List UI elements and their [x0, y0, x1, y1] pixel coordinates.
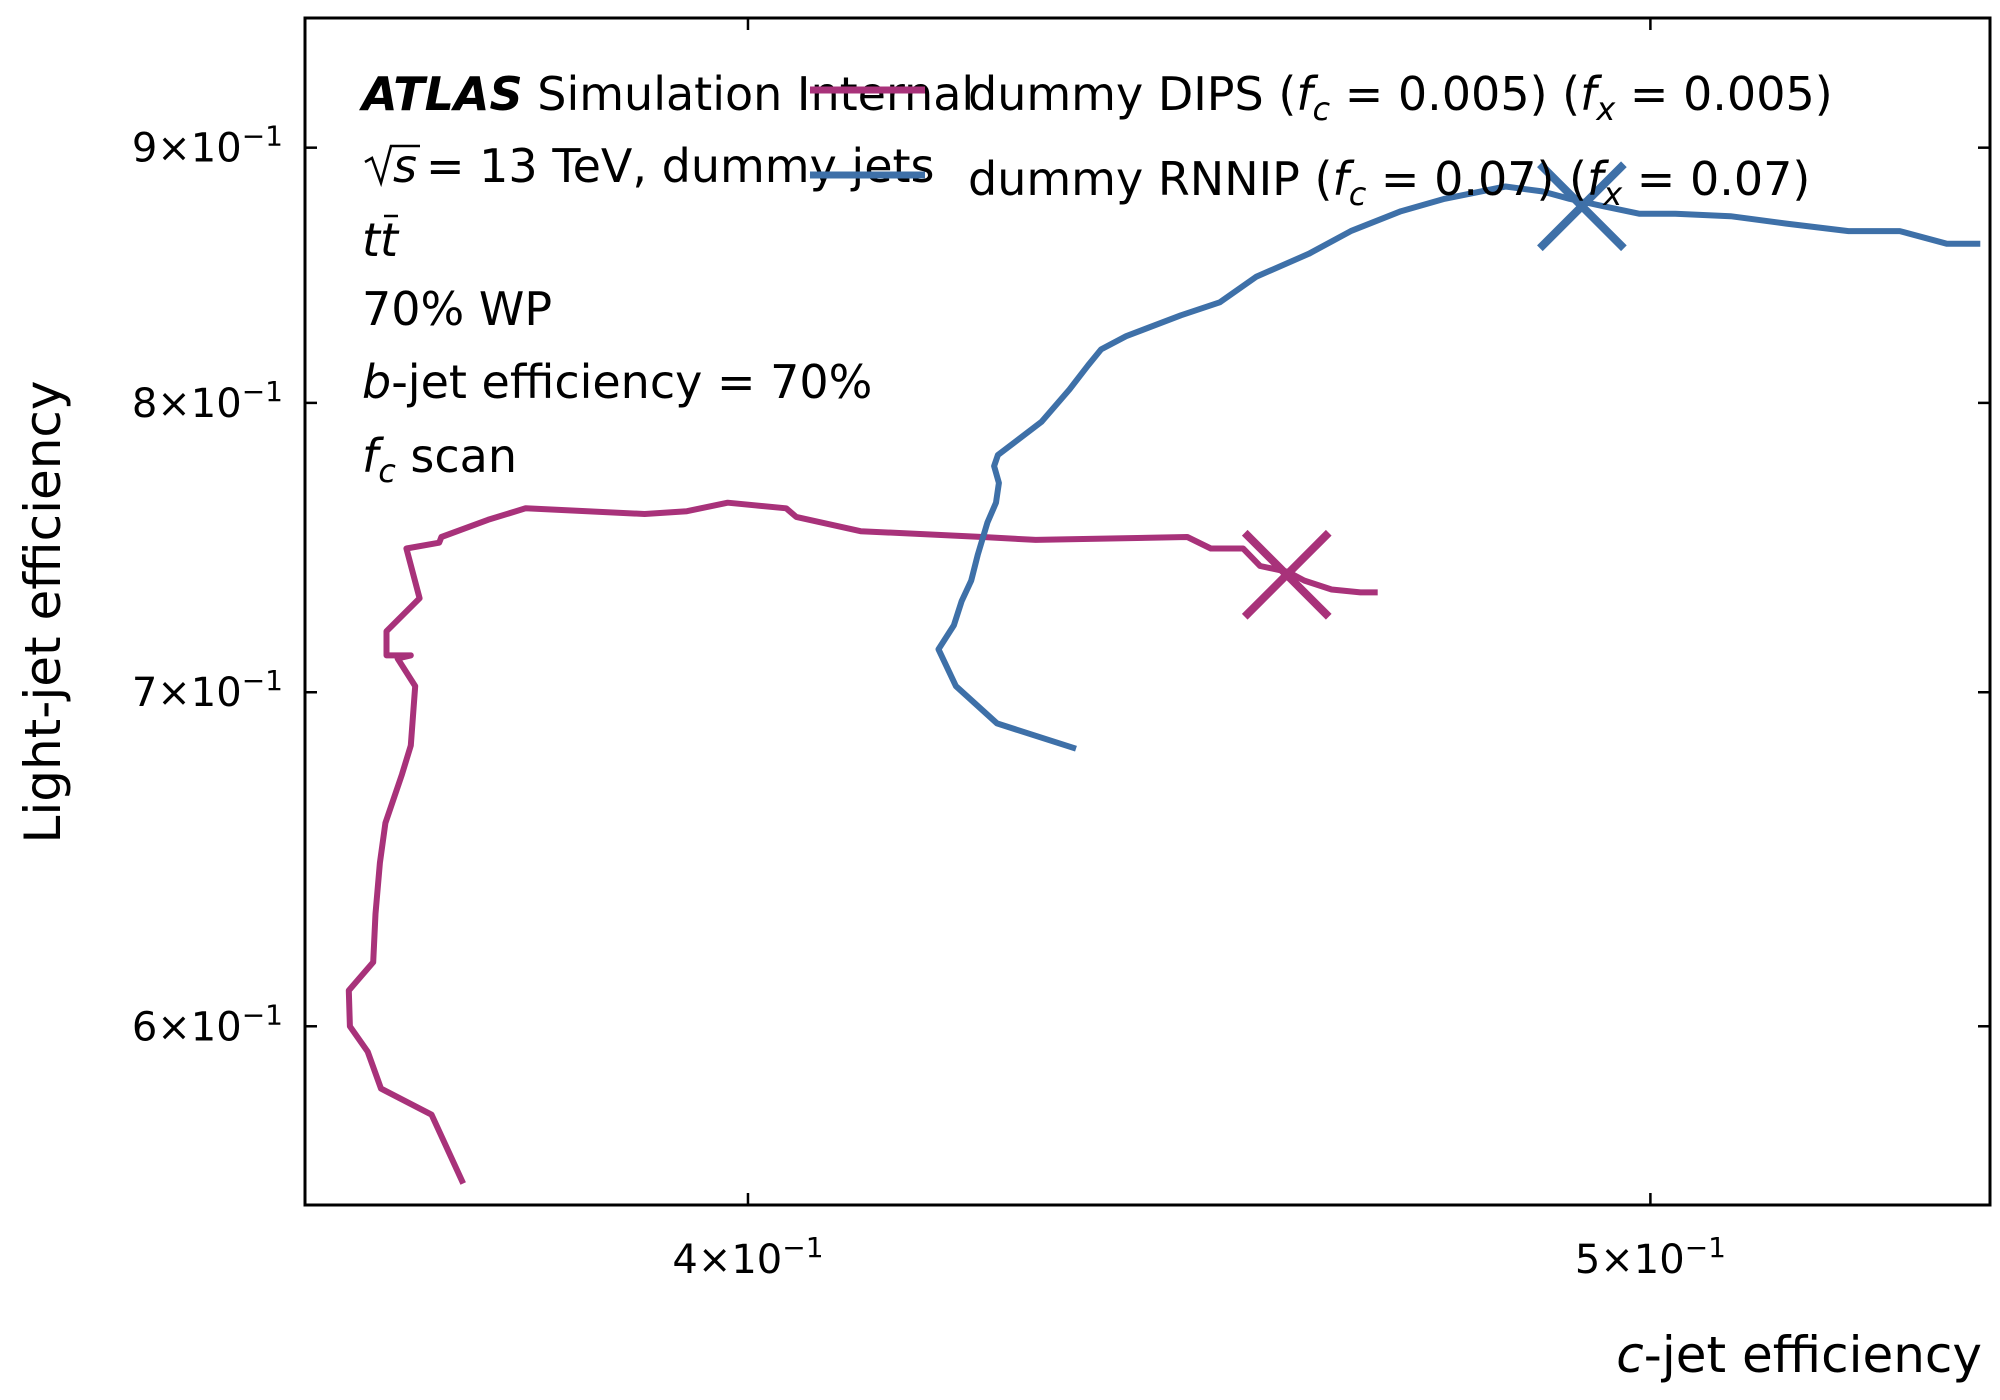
x-tick-label-1: 5×10−1: [1575, 1231, 1726, 1283]
svg-text:= 13 TeV, dummy jets: = 13 TeV, dummy jets: [426, 139, 935, 193]
svg-text:tt: tt: [362, 213, 400, 267]
sample-label: tt: [362, 213, 400, 267]
wp-label: 70% WP: [362, 282, 552, 336]
wp-marker-1: [1537, 161, 1627, 252]
legend-label-rnnip: dummy RNNIP (fc = 0.07) (fx = 0.07): [968, 152, 1810, 213]
x-tick-label-0: 4×10−1: [672, 1231, 823, 1283]
sqrt-icon: [364, 144, 420, 188]
atlas-label: ATLAS Simulation Internal: [359, 67, 974, 121]
y-tick-label-0: 6×10−1: [132, 998, 283, 1050]
y-tick-label-3: 9×10−1: [132, 120, 283, 172]
info-block: ATLAS Simulation Internal s = 13 TeV, du…: [359, 67, 974, 490]
ticks-layer: 4×10−1 5×10−1 6×10−1 7×10−1 8×10−1 9×10−1: [132, 18, 1990, 1283]
wp-marker-0: [1241, 529, 1332, 620]
y-axis-title: Light-jet efficiency: [14, 381, 72, 844]
series-layer: [345, 161, 1981, 1185]
series-line-0: [345, 499, 1378, 1185]
legend: dummy DIPS (fc = 0.005) (fx = 0.005) dum…: [810, 67, 1833, 213]
svg-text:s: s: [393, 139, 417, 193]
y-tick-label-2: 8×10−1: [132, 375, 283, 427]
y-tick-label-1: 7×10−1: [132, 664, 283, 716]
x-axis-title: c-jet efficiency: [1616, 1326, 1982, 1384]
series-line-1: [935, 183, 1981, 752]
legend-label-dips: dummy DIPS (fc = 0.005) (fx = 0.005): [968, 67, 1833, 128]
energy-label: s = 13 TeV, dummy jets: [364, 139, 935, 193]
beff-label: b-jet efficiency = 70%: [362, 355, 872, 409]
